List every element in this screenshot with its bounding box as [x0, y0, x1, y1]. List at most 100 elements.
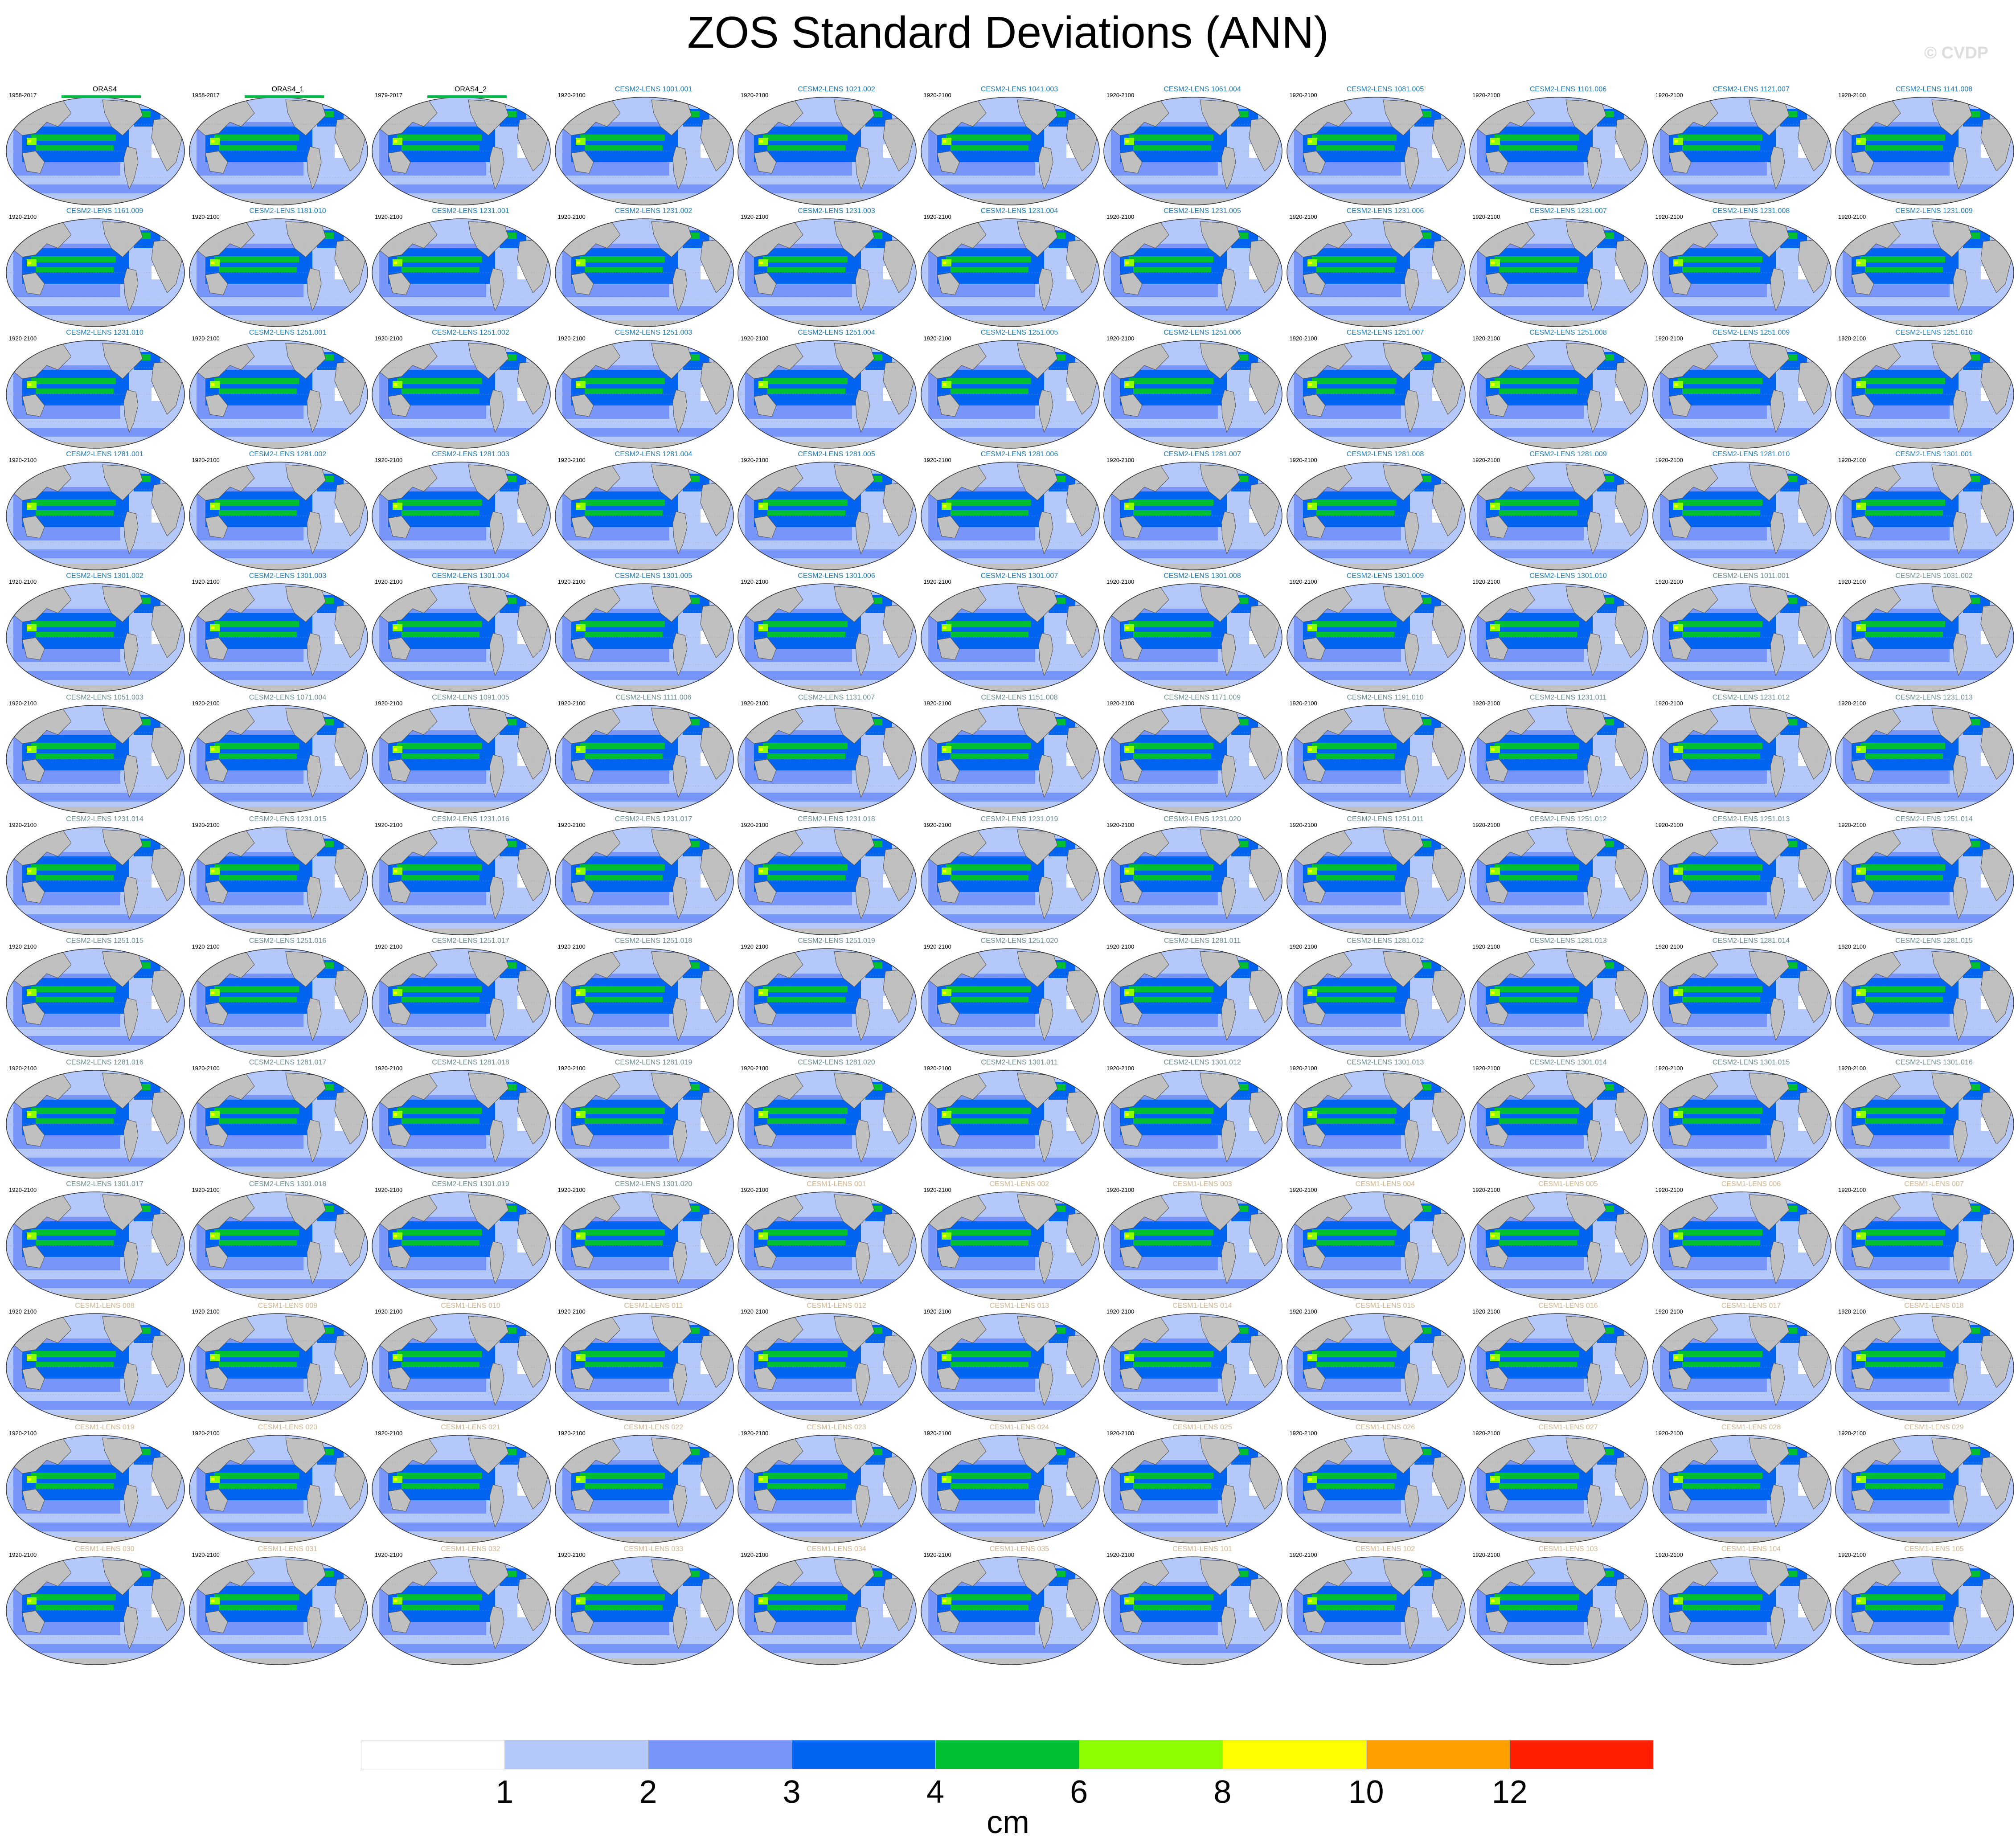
world-map: [372, 1556, 551, 1665]
world-map: [1286, 1435, 1466, 1543]
panel-period: 1920-2100: [741, 822, 769, 828]
ensemble-panel: CESM2-LENS 1081.005 1920-2100: [1285, 86, 1467, 207]
panel-title: CESM1-LENS 020: [258, 1424, 318, 1431]
panel-period: 1920-2100: [923, 92, 951, 98]
world-map: [1286, 1191, 1466, 1300]
panel-title: CESM2-LENS 1231.013: [1895, 694, 1973, 701]
ensemble-panel: CESM2-LENS 1191.010 1920-2100: [1285, 694, 1467, 815]
world-map: [1469, 1313, 1648, 1422]
ensemble-panel: CESM2-LENS 1301.015 1920-2100: [1651, 1059, 1833, 1180]
world-map: [6, 1313, 185, 1422]
ensemble-panel: CESM2-LENS 1281.004 1920-2100: [553, 450, 735, 572]
panel-title: CESM2-LENS 1251.007: [1346, 329, 1424, 336]
panel-period: 1920-2100: [1289, 578, 1317, 585]
panel-period: 1920-2100: [1472, 213, 1500, 220]
ensemble-panel: CESM1-LENS 005 1920-2100: [1468, 1180, 1650, 1302]
world-map: [372, 340, 551, 449]
panel-period: 1920-2100: [1106, 1430, 1135, 1437]
ensemble-panel: CESM2-LENS 1251.014 1920-2100: [1834, 815, 2016, 937]
panel-title: CESM2-LENS 1161.009: [66, 207, 143, 215]
world-map: [372, 948, 551, 1057]
panel-period: 1920-2100: [557, 1187, 586, 1193]
panel-period: 1920-2100: [741, 457, 769, 463]
world-map: [6, 218, 185, 327]
ensemble-panel: ORAS4_2 1979-2017: [370, 86, 552, 207]
colorbar-tick-label: 1: [496, 1774, 514, 1810]
world-map: [738, 705, 917, 814]
colorbar-tick-label: 6: [1070, 1774, 1088, 1810]
panel-title: CESM2-LENS 1281.006: [980, 450, 1058, 458]
ensemble-panel: CESM2-LENS 1281.015 1920-2100: [1834, 937, 2016, 1058]
panel-period: 1920-2100: [375, 1187, 403, 1193]
panel-period: 1920-2100: [1289, 1551, 1317, 1558]
ensemble-panel: CESM2-LENS 1251.005 1920-2100: [919, 329, 1101, 450]
panel-period: 1920-2100: [375, 213, 403, 220]
panel-title: CESM1-LENS 026: [1355, 1424, 1415, 1431]
panel-title: CESM1-LENS 023: [807, 1424, 866, 1431]
ensemble-panel: CESM1-LENS 018 1920-2100: [1834, 1302, 2016, 1423]
ensemble-panel: CESM1-LENS 026 1920-2100: [1285, 1424, 1467, 1545]
ensemble-panel: CESM2-LENS 1231.005 1920-2100: [1102, 207, 1284, 328]
world-map: [554, 948, 734, 1057]
panel-period: 1920-2100: [741, 1187, 769, 1193]
world-map: [920, 827, 1100, 935]
ensemble-panel: CESM2-LENS 1301.013 1920-2100: [1285, 1059, 1467, 1180]
ensemble-panel: CESM1-LENS 102 1920-2100: [1285, 1545, 1467, 1666]
panel-period: 1920-2100: [1838, 1065, 1866, 1072]
panel-period: 1920-2100: [1106, 1065, 1135, 1072]
world-map: [920, 97, 1100, 205]
ensemble-panel: CESM1-LENS 025 1920-2100: [1102, 1424, 1284, 1545]
world-map: [1103, 705, 1283, 814]
ensemble-panel: CESM2-LENS 1281.012 1920-2100: [1285, 937, 1467, 1058]
ensemble-panel: CESM2-LENS 1051.003 1920-2100: [4, 694, 186, 815]
ensemble-panel: CESM2-LENS 1251.018 1920-2100: [553, 937, 735, 1058]
panel-period: 1920-2100: [741, 213, 769, 220]
world-map: [1469, 340, 1648, 449]
colorbar-box: [1366, 1740, 1510, 1769]
panel-period: 1920-2100: [923, 822, 951, 828]
ensemble-panel: CESM2-LENS 1231.016 1920-2100: [370, 815, 552, 937]
world-map: [6, 827, 185, 935]
panel-period: 1920-2100: [1289, 700, 1317, 707]
panel-title: CESM1-LENS 011: [624, 1302, 683, 1310]
panel-period: 1920-2100: [192, 700, 220, 707]
panel-period: 1920-2100: [9, 335, 37, 342]
panel-title: CESM2-LENS 1251.006: [1164, 329, 1241, 336]
panel-title: CESM1-LENS 008: [75, 1302, 135, 1310]
world-map: [738, 462, 917, 570]
world-map: [1835, 1070, 2014, 1179]
world-map: [920, 1313, 1100, 1422]
ensemble-panel: CESM1-LENS 015 1920-2100: [1285, 1302, 1467, 1423]
ensemble-panel: CESM2-LENS 1111.006 1920-2100: [553, 694, 735, 815]
panel-period: 1958-2017: [9, 92, 37, 98]
world-map: [1652, 1191, 1832, 1300]
ensemble-panel: CESM2-LENS 1301.007 1920-2100: [919, 572, 1101, 693]
world-map: [738, 97, 917, 205]
world-map: [6, 1191, 185, 1300]
ensemble-panel: CESM2-LENS 1151.008 1920-2100: [919, 694, 1101, 815]
panel-title: CESM2-LENS 1301.017: [66, 1180, 143, 1188]
world-map: [1103, 462, 1283, 570]
ensemble-panel: CESM2-LENS 1301.003 1920-2100: [188, 572, 369, 693]
world-map: [738, 218, 917, 327]
panel-title: CESM2-LENS 1171.009: [1164, 694, 1241, 701]
panel-period: 1920-2100: [9, 943, 37, 950]
world-map: [1103, 1191, 1283, 1300]
panel-period: 1920-2100: [375, 1551, 403, 1558]
panel-title: CESM2-LENS 1301.005: [615, 572, 692, 580]
panel-period: 1920-2100: [1472, 335, 1500, 342]
panel-title: CESM2-LENS 1281.009: [1529, 450, 1607, 458]
ensemble-panel: CESM1-LENS 022 1920-2100: [553, 1424, 735, 1545]
world-map: [920, 340, 1100, 449]
panel-period: 1920-2100: [923, 943, 951, 950]
ensemble-panel: CESM2-LENS 1251.020 1920-2100: [919, 937, 1101, 1058]
world-map: [1103, 1313, 1283, 1422]
panel-title: CESM1-LENS 028: [1721, 1424, 1781, 1431]
ensemble-panel: CESM1-LENS 011 1920-2100: [553, 1302, 735, 1423]
ensemble-panel: CESM1-LENS 002 1920-2100: [919, 1180, 1101, 1302]
colorbar-units-label: cm: [987, 1805, 1029, 1840]
panel-period: 1920-2100: [741, 1430, 769, 1437]
panel-period: 1920-2100: [1655, 457, 1683, 463]
panel-title: CESM1-LENS 007: [1904, 1180, 1964, 1188]
panel-period: 1920-2100: [192, 457, 220, 463]
